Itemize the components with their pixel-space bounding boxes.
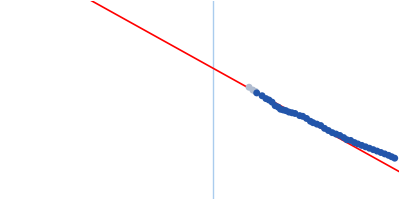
Point [263, 97, 269, 100]
Point [392, 157, 398, 160]
Point [325, 129, 332, 132]
Point [296, 114, 303, 117]
Point [378, 151, 384, 154]
Point [358, 144, 365, 147]
Point [382, 152, 388, 156]
Point [385, 154, 392, 157]
Point [254, 91, 260, 95]
Point [292, 112, 298, 115]
Point [310, 121, 316, 124]
Point [300, 115, 306, 118]
Point [252, 90, 259, 93]
Point [333, 132, 339, 136]
Point [370, 148, 376, 151]
Point [266, 98, 272, 102]
Point [277, 108, 284, 111]
Point [272, 104, 278, 107]
Point [318, 124, 324, 127]
Point [275, 105, 281, 109]
Point [303, 117, 310, 120]
Point [362, 145, 369, 148]
Point [307, 120, 314, 123]
Point [314, 123, 320, 126]
Point [246, 86, 252, 89]
Point [337, 134, 343, 137]
Point [374, 149, 380, 153]
Point [280, 108, 286, 112]
Point [344, 138, 350, 141]
Point [329, 131, 336, 134]
Point [289, 111, 295, 114]
Point [283, 109, 289, 112]
Point [250, 88, 256, 92]
Point [388, 155, 395, 158]
Point [351, 141, 358, 144]
Point [321, 127, 328, 130]
Point [340, 136, 347, 139]
Point [259, 94, 265, 97]
Point [348, 139, 354, 142]
Point [355, 142, 361, 146]
Point [366, 147, 373, 150]
Point [269, 101, 275, 104]
Point [286, 110, 292, 114]
